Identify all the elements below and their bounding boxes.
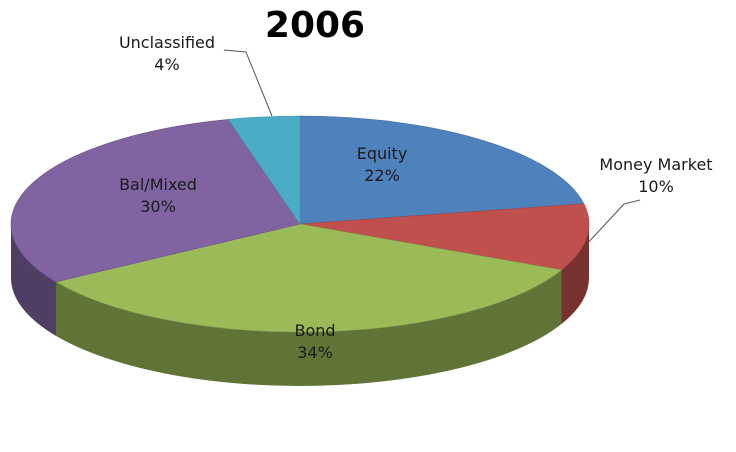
slice-label-money-market-name: Money Market [599, 155, 713, 174]
chart-title: 2006 [264, 5, 366, 46]
pie-side-walls [11, 224, 589, 387]
leader-lines [223, 49, 641, 247]
slice-label-bal-mixed: Bal/Mixed 30% [88, 174, 228, 218]
slice-label-bond-name: Bond [294, 321, 336, 340]
slice-label-money-market-value: 10% [638, 177, 674, 196]
pie-slice-unclassified [227, 115, 301, 225]
slice-label-bond-value: 34% [297, 343, 333, 362]
pie-slice-equity [299, 115, 585, 225]
leader-line-unclassified-a [223, 49, 247, 53]
slice-label-equity-value: 22% [364, 166, 400, 185]
pie-slice-money-market [299, 203, 590, 271]
slice-label-bal-mixed-value: 30% [140, 197, 176, 216]
pie-top-slices [10, 115, 590, 333]
slice-label-equity: Equity 22% [322, 143, 442, 187]
pie-slice-bal-mixed [10, 119, 301, 283]
slice-label-unclassified-name: Unclassified [118, 33, 216, 52]
slice-label-unclassified-value: 4% [154, 55, 180, 74]
slice-label-unclassified: Unclassified 4% [92, 32, 242, 76]
leader-line-money-market-b [584, 203, 625, 247]
leader-line-money-market-a [623, 199, 641, 205]
pie-slice-bond [55, 223, 563, 333]
slice-label-equity-name: Equity [356, 144, 408, 163]
pie-side-money-market [561, 224, 589, 324]
leader-line-unclassified-b [245, 51, 273, 117]
slice-label-money-market: Money Market 10% [576, 154, 736, 198]
pie-side-bal-mixed [11, 224, 56, 336]
slice-label-bal-mixed-name: Bal/Mixed [119, 175, 197, 194]
slice-label-bond: Bond 34% [255, 320, 375, 364]
pie-side-bond [55, 269, 562, 387]
